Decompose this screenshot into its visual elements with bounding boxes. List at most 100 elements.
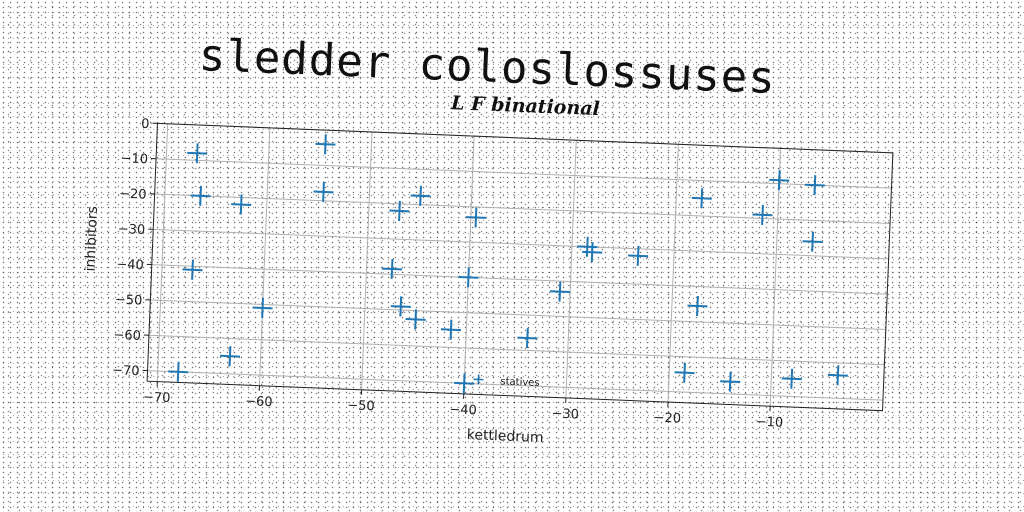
y-grid-line	[148, 334, 885, 366]
plot-group: L F binational −70 −60 −50 −40 −30 −20 −10 0 −10…	[82, 92, 894, 446]
y-grid-line	[151, 264, 888, 295]
x-grid-line	[667, 144, 679, 403]
data-point-v	[390, 258, 394, 280]
data-point	[390, 296, 411, 317]
data-point	[190, 185, 211, 206]
data-point-v	[811, 231, 814, 252]
data-point-v	[777, 170, 781, 191]
data-point-v	[836, 365, 840, 386]
data-point	[389, 200, 410, 221]
data-point	[315, 134, 336, 155]
data-point-v	[761, 204, 764, 225]
data-point	[187, 143, 208, 164]
x-grid-line	[769, 148, 782, 407]
data-point	[804, 175, 825, 196]
data-point	[219, 346, 240, 367]
y-axis-label: inhibitors	[82, 206, 101, 272]
data-point	[582, 242, 603, 263]
y-tick-label: −40	[116, 257, 144, 273]
data-point-v	[419, 185, 422, 206]
y-grid-line	[147, 370, 883, 401]
data-point	[440, 319, 462, 340]
data-point	[720, 371, 741, 392]
data-point	[769, 170, 790, 191]
data-point	[517, 328, 538, 349]
data-point	[674, 362, 695, 383]
data-point	[231, 194, 252, 215]
chart-title: L F binational	[450, 92, 600, 120]
data-point-v	[558, 281, 562, 302]
data-point	[802, 231, 823, 252]
x-tick-label: −10	[756, 415, 784, 431]
data-point-v	[728, 371, 732, 392]
y-tick-label: −70	[112, 363, 140, 379]
legend: statives	[473, 374, 540, 389]
data-point	[252, 297, 273, 319]
y-grid-line	[154, 193, 891, 225]
data-point-v	[790, 368, 794, 389]
data-point	[781, 368, 802, 389]
data-point-v	[199, 185, 202, 206]
data-point	[752, 204, 773, 225]
data-point	[405, 309, 426, 330]
data-point-v	[683, 362, 686, 383]
data-point-v	[813, 175, 817, 196]
data-point-v	[195, 143, 199, 164]
data-point-v	[700, 188, 704, 209]
data-point	[168, 361, 189, 382]
data-point	[382, 258, 403, 280]
data-point	[465, 207, 486, 228]
grid-lines	[147, 122, 893, 407]
axis-ticks: −70 −60 −50 −40 −30 −20 −10 0 −10 −20 −30 −40 −50 −60…	[112, 117, 784, 431]
data-point-v	[322, 181, 325, 202]
data-point-v	[467, 267, 470, 288]
y-grid-line	[153, 228, 889, 260]
data-point	[182, 259, 203, 280]
y-grid-line	[150, 299, 886, 330]
legend-label: statives	[500, 376, 540, 389]
data-point	[691, 188, 712, 209]
data-point-v	[398, 200, 401, 221]
y-tick-label: −60	[113, 328, 141, 344]
x-grid-line	[361, 131, 373, 390]
y-tick-label: −20	[119, 187, 147, 203]
x-axis-label: kettledrum	[466, 427, 543, 446]
data-point-v	[261, 297, 264, 319]
legend-marker	[473, 374, 484, 385]
data-point	[628, 245, 649, 266]
data-point-v	[696, 295, 699, 317]
y-tick-label: 0	[141, 117, 150, 132]
data-point-v	[239, 194, 243, 215]
axes-frame	[146, 122, 894, 412]
data-point	[577, 236, 598, 257]
x-grid-line	[156, 123, 169, 382]
x-tick-label: −60	[245, 394, 273, 410]
data-point	[410, 185, 431, 206]
x-grid-line	[258, 127, 271, 386]
data-point	[549, 281, 570, 302]
x-tick-label: −50	[347, 398, 375, 414]
x-tick-label: −20	[653, 411, 681, 427]
data-point-v	[414, 309, 417, 330]
data-point	[313, 181, 334, 202]
data-point-v	[176, 361, 180, 382]
data-points	[168, 134, 848, 394]
data-point-v	[191, 259, 194, 280]
data-point-v	[474, 207, 478, 228]
x-grid-line	[463, 136, 475, 394]
data-point-v	[399, 296, 403, 317]
y-grid-line	[156, 158, 892, 189]
data-point	[458, 267, 479, 288]
x-tick-label: −70	[143, 390, 171, 406]
x-tick-label: −30	[551, 406, 579, 422]
data-point	[687, 295, 708, 317]
x-grid-line	[565, 140, 577, 399]
data-point-v	[228, 346, 232, 367]
data-point	[827, 365, 848, 386]
y-tick-label: −30	[117, 222, 145, 238]
data-point-v	[462, 373, 466, 394]
data-point-v	[590, 242, 594, 263]
data-point-v	[449, 319, 453, 340]
y-tick-label: −10	[120, 151, 148, 167]
